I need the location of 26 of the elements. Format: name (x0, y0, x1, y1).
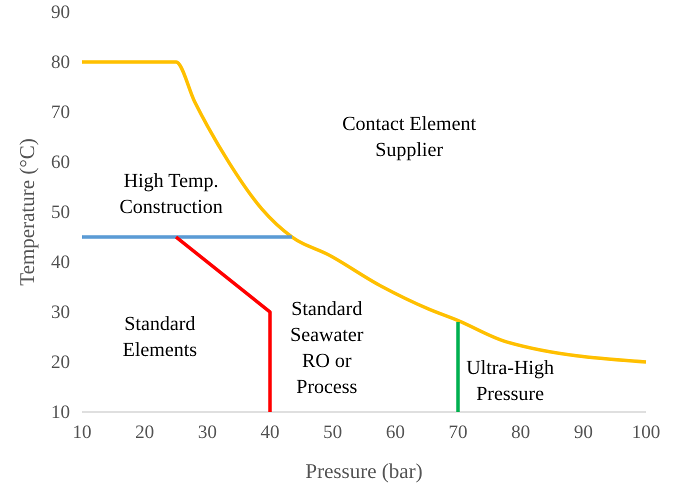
annotation: Contact Element Supplier (342, 113, 476, 161)
y-tick-label: 10 (51, 402, 70, 423)
x-tick-label: 80 (511, 422, 530, 443)
y-tick-label: 60 (51, 152, 70, 173)
y-tick-label: 80 (51, 52, 70, 73)
x-tick-label: 30 (198, 422, 217, 443)
y-axis-title: Temperature (°C) (15, 138, 39, 286)
annotation: Ultra-High Pressure (466, 357, 554, 405)
x-tick-label: 10 (72, 422, 92, 443)
annotation: High Temp. Construction (119, 170, 223, 218)
x-tick-label: 100 (632, 422, 660, 443)
x-tick-label: 50 (323, 422, 342, 443)
annotation: Standard Elements (122, 313, 198, 361)
annotation: Standard Seawater RO or Process (290, 298, 364, 398)
y-tick-label: 40 (51, 252, 70, 273)
y-tick-label: 90 (51, 2, 70, 23)
y-tick-label: 70 (51, 102, 70, 123)
x-tick-label: 70 (448, 422, 468, 443)
x-axis-title: Pressure (bar) (305, 459, 423, 483)
x-tick-label: 20 (135, 422, 154, 443)
x-tick-label: 40 (260, 422, 280, 443)
x-tick-label: 90 (574, 422, 593, 443)
x-tick-label: 60 (386, 422, 405, 443)
y-tick-label: 30 (51, 302, 70, 323)
y-tick-label: 50 (51, 202, 70, 223)
y-tick-label: 20 (51, 352, 70, 373)
